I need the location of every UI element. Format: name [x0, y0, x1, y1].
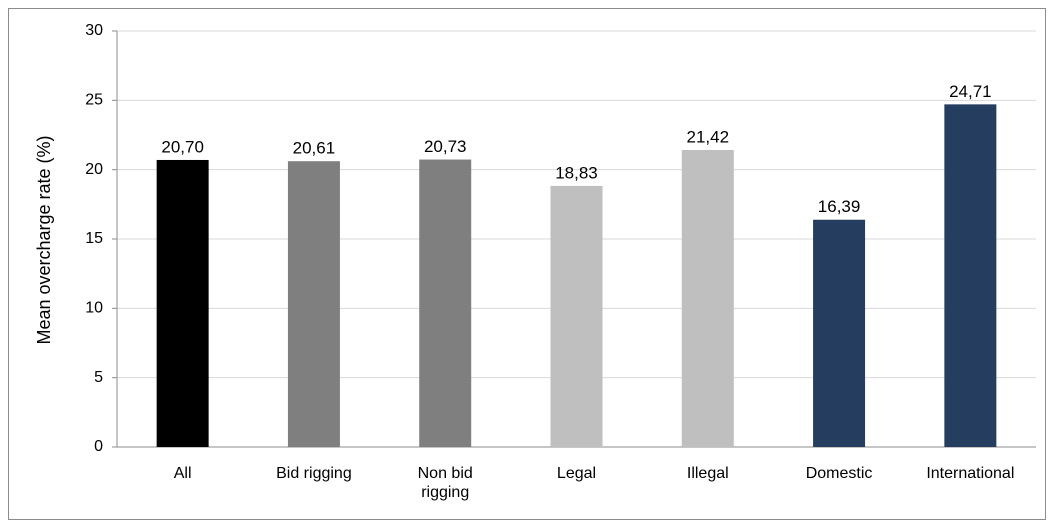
x-tick-label: All	[173, 465, 192, 482]
y-tick-label: 15	[85, 230, 103, 247]
bar	[287, 161, 340, 447]
value-label: 24,71	[949, 82, 992, 101]
bar	[813, 219, 866, 447]
y-tick-label: 20	[85, 161, 103, 178]
value-label: 20,61	[293, 139, 336, 158]
value-label: 20,73	[424, 137, 467, 156]
x-tick-label: Domestic	[805, 465, 873, 482]
x-tick-label: Bid rigging	[276, 465, 352, 482]
bar	[550, 185, 603, 447]
y-tick-label: 25	[85, 92, 103, 109]
value-label: 18,83	[555, 163, 598, 182]
x-tick-label: International	[926, 465, 1015, 482]
y-tick-label: 0	[94, 438, 103, 455]
y-tick-label: 30	[85, 22, 103, 39]
bar	[419, 159, 472, 447]
x-tick-label: Non bid rigging	[417, 465, 473, 501]
bar	[944, 104, 997, 447]
bar	[156, 159, 209, 447]
value-label: 20,70	[161, 137, 204, 156]
y-tick-label: 5	[94, 369, 103, 386]
y-axis-title: Mean overcharge rate (%)	[34, 135, 54, 344]
x-tick-label: Legal	[556, 465, 597, 482]
value-label: 16,39	[818, 197, 861, 216]
x-tick-label: Illegal	[686, 465, 729, 482]
y-tick-label: 10	[85, 300, 103, 317]
value-label: 21,42	[687, 127, 730, 146]
bar	[681, 149, 734, 447]
